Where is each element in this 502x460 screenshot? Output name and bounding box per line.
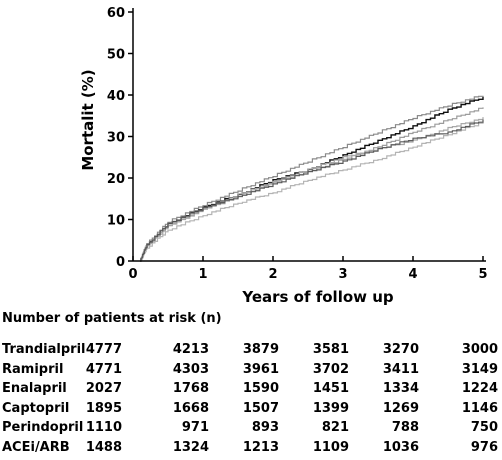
risk-row-name: Captopril bbox=[2, 400, 70, 416]
risk-row-value: 3879 bbox=[242, 342, 279, 357]
risk-row-name: Enalapril bbox=[2, 381, 67, 396]
x-tick-label: 2 bbox=[268, 267, 277, 282]
series-line-3 bbox=[140, 107, 484, 262]
risk-row-value: 4777 bbox=[85, 342, 122, 357]
risk-row-value: 1109 bbox=[312, 439, 349, 455]
y-ticks: 0 10 20 30 40 50 60 bbox=[107, 6, 133, 270]
risk-row-value: 893 bbox=[251, 420, 279, 435]
series-line-2 bbox=[140, 95, 484, 262]
risk-row-value: 1895 bbox=[85, 400, 122, 416]
risk-row-value: 1507 bbox=[242, 400, 279, 416]
risk-row: Trandialpril 4777 4213 3879 3581 3270 3000 bbox=[0, 342, 502, 360]
risk-row: ACEi/ARB 1488 1324 1213 1109 1036 976 bbox=[0, 440, 502, 458]
risk-row-value: 1269 bbox=[382, 400, 419, 416]
risk-row: Ramipril 4771 4303 3961 3702 3411 3149 bbox=[0, 362, 502, 380]
x-tick-label: 3 bbox=[338, 267, 347, 282]
risk-row-value: 3270 bbox=[382, 342, 419, 357]
risk-row-value: 976 bbox=[470, 439, 498, 455]
y-tick-label: 40 bbox=[107, 89, 125, 104]
x-axis-label: Years of follow up bbox=[241, 288, 394, 306]
x-tick-label: 5 bbox=[478, 267, 487, 282]
risk-row-value: 1590 bbox=[242, 381, 279, 396]
risk-row-value: 1399 bbox=[312, 400, 349, 416]
risk-row-value: 1334 bbox=[382, 381, 419, 396]
risk-row: Enalapril 2027 1768 1590 1451 1334 1224 bbox=[0, 381, 502, 399]
y-tick-label: 0 bbox=[116, 255, 125, 270]
risk-row-value: 3702 bbox=[312, 361, 349, 377]
y-tick-label: 20 bbox=[107, 172, 125, 187]
mortality-chart: 0 10 20 30 40 50 60 0 1 2 3 4 5 Mortalit (%) Years … bbox=[79, 6, 488, 306]
risk-row-name: Trandialpril bbox=[2, 342, 86, 357]
risk-row-value: 3411 bbox=[382, 361, 419, 377]
risk-row-value: 1224 bbox=[461, 381, 498, 396]
risk-row-value: 750 bbox=[470, 420, 498, 435]
x-ticks: 0 1 2 3 4 5 bbox=[128, 256, 488, 282]
y-tick-label: 50 bbox=[107, 48, 125, 63]
risk-row-value: 821 bbox=[321, 420, 349, 435]
risk-row-value: 971 bbox=[181, 420, 209, 435]
risk-row-value: 3149 bbox=[461, 361, 498, 377]
risk-row-name: ACEi/ARB bbox=[2, 439, 70, 455]
series-line-1 bbox=[140, 96, 484, 262]
risk-row-value: 1451 bbox=[312, 381, 349, 396]
risk-row-value: 4771 bbox=[85, 361, 122, 377]
risk-row-value: 1668 bbox=[172, 400, 209, 416]
series-line-4 bbox=[140, 117, 484, 262]
y-tick-label: 60 bbox=[107, 6, 125, 21]
series-line-6 bbox=[140, 119, 484, 262]
x-tick-label: 1 bbox=[198, 267, 207, 282]
risk-row-value: 2027 bbox=[85, 381, 122, 396]
risk-row-value: 1146 bbox=[461, 400, 498, 416]
y-axis-label: Mortalit (%) bbox=[79, 69, 97, 170]
risk-row-value: 4303 bbox=[172, 361, 209, 377]
risk-table-title: Number of patients at risk (n) bbox=[2, 311, 222, 326]
risk-row-value: 4213 bbox=[172, 342, 209, 357]
risk-row-name: Perindopril bbox=[2, 420, 84, 435]
risk-row: Perindopril 1110 971 893 821 788 750 bbox=[0, 420, 502, 438]
risk-row-value: 3581 bbox=[312, 342, 349, 357]
risk-row-value: 1110 bbox=[85, 420, 122, 435]
risk-row-value: 1768 bbox=[172, 381, 209, 396]
x-tick-label: 0 bbox=[128, 267, 137, 282]
series-line-5 bbox=[140, 122, 484, 262]
risk-row-value: 1036 bbox=[382, 439, 419, 455]
risk-row-value: 788 bbox=[391, 420, 419, 435]
risk-row-value: 1213 bbox=[242, 439, 279, 455]
risk-row-value: 3000 bbox=[461, 342, 498, 357]
y-tick-label: 30 bbox=[107, 131, 125, 146]
curves-layer bbox=[140, 95, 484, 262]
risk-row: Captopril 1895 1668 1507 1399 1269 1146 bbox=[0, 401, 502, 419]
risk-row-value: 1324 bbox=[172, 439, 209, 455]
y-tick-label: 10 bbox=[107, 214, 125, 229]
risk-row-value: 1488 bbox=[85, 439, 122, 455]
x-tick-label: 4 bbox=[408, 267, 417, 282]
risk-row-value: 3961 bbox=[242, 361, 279, 377]
risk-row-name: Ramipril bbox=[2, 361, 64, 377]
